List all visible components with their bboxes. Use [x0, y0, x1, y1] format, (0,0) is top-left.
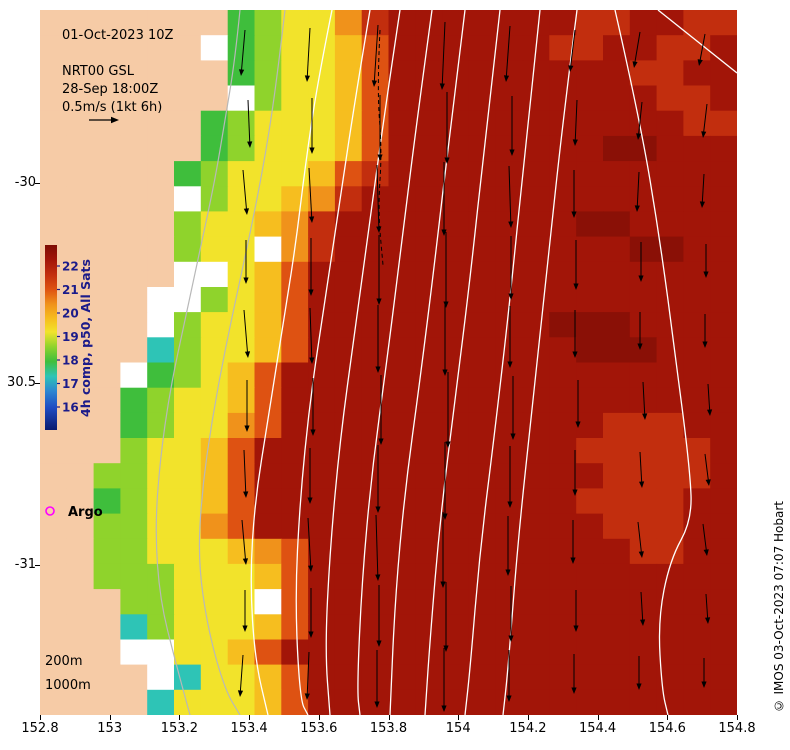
bathymetry-contours: [155, 10, 286, 715]
x-tick-mark: [667, 715, 669, 720]
map-datetime: 01-Oct-2023 10Z: [62, 28, 174, 43]
x-tick-mark: [458, 715, 460, 720]
y-tick-label: 30.5: [7, 375, 36, 390]
x-tick-label: 154: [445, 721, 471, 736]
colorbar-tick-label: 21: [62, 283, 79, 297]
y-tick-label: -31: [14, 557, 36, 572]
product-time: 28-Sep 18:00Z: [62, 82, 159, 97]
colorbar-tick-label: 17: [62, 377, 79, 391]
argo-label: Argo: [68, 505, 103, 520]
colorbar-tick-label: 22: [62, 260, 79, 274]
product-name: NRT00 GSL: [62, 64, 134, 79]
y-tick-mark: [35, 183, 40, 184]
x-tick-mark: [40, 715, 41, 720]
vector-scale-arrow-icon: [89, 116, 119, 124]
x-tick-mark: [109, 715, 111, 720]
x-tick-label: 153.2: [160, 721, 198, 736]
x-tick-mark: [318, 715, 320, 720]
x-tick-label: 153: [97, 721, 123, 736]
x-tick-mark: [388, 715, 390, 720]
x-tick-label: 153.8: [369, 721, 408, 736]
colorbar-tick-label: 19: [62, 330, 79, 344]
x-tick-label: 152.8: [21, 721, 59, 736]
map-svg: 22 21 20 19 18 17 16 4h comp, p50, All Sats Argo…: [40, 10, 737, 715]
y-tick-mark: [35, 383, 40, 384]
colorbar-gradient: [45, 245, 57, 430]
x-tick-mark: [179, 715, 181, 720]
x-tick-label: 154.6: [648, 721, 686, 736]
y-tick-label: -30: [14, 175, 36, 190]
x-tick-label: 153.6: [300, 721, 338, 736]
argo-marker: [45, 506, 55, 516]
x-tick-mark: [737, 715, 738, 720]
x-tick-mark: [249, 715, 251, 720]
x-tick-mark: [597, 715, 599, 720]
vector-scale-label: 0.5m/s (1kt 6h): [62, 100, 163, 115]
colorbar-tick-label: 20: [62, 307, 79, 321]
depth-label: 1000m: [45, 678, 91, 693]
sst-grid: [40, 10, 737, 715]
credit-text: © IMOS 03-Oct-2023 07:07 Hobart: [772, 500, 786, 712]
colorbar-tick-label: 16: [62, 401, 79, 415]
x-tick-label: 154.2: [509, 721, 547, 736]
x-tick-label: 153.4: [230, 721, 268, 736]
depth-label: 200m: [45, 654, 82, 669]
x-tick-label: 154.8: [718, 721, 756, 736]
y-tick-mark: [35, 565, 40, 566]
dashed-contour: [377, 29, 384, 266]
colorbar-tick-label: 18: [62, 354, 79, 368]
colorbar: 22 21 20 19 18 17 16 4h comp, p50, All Sats: [45, 245, 93, 430]
colorbar-label: 4h comp, p50, All Sats: [78, 259, 93, 417]
x-tick-label: 154.4: [578, 721, 617, 736]
x-tick-mark: [527, 715, 529, 720]
current-vectors: [237, 21, 713, 712]
